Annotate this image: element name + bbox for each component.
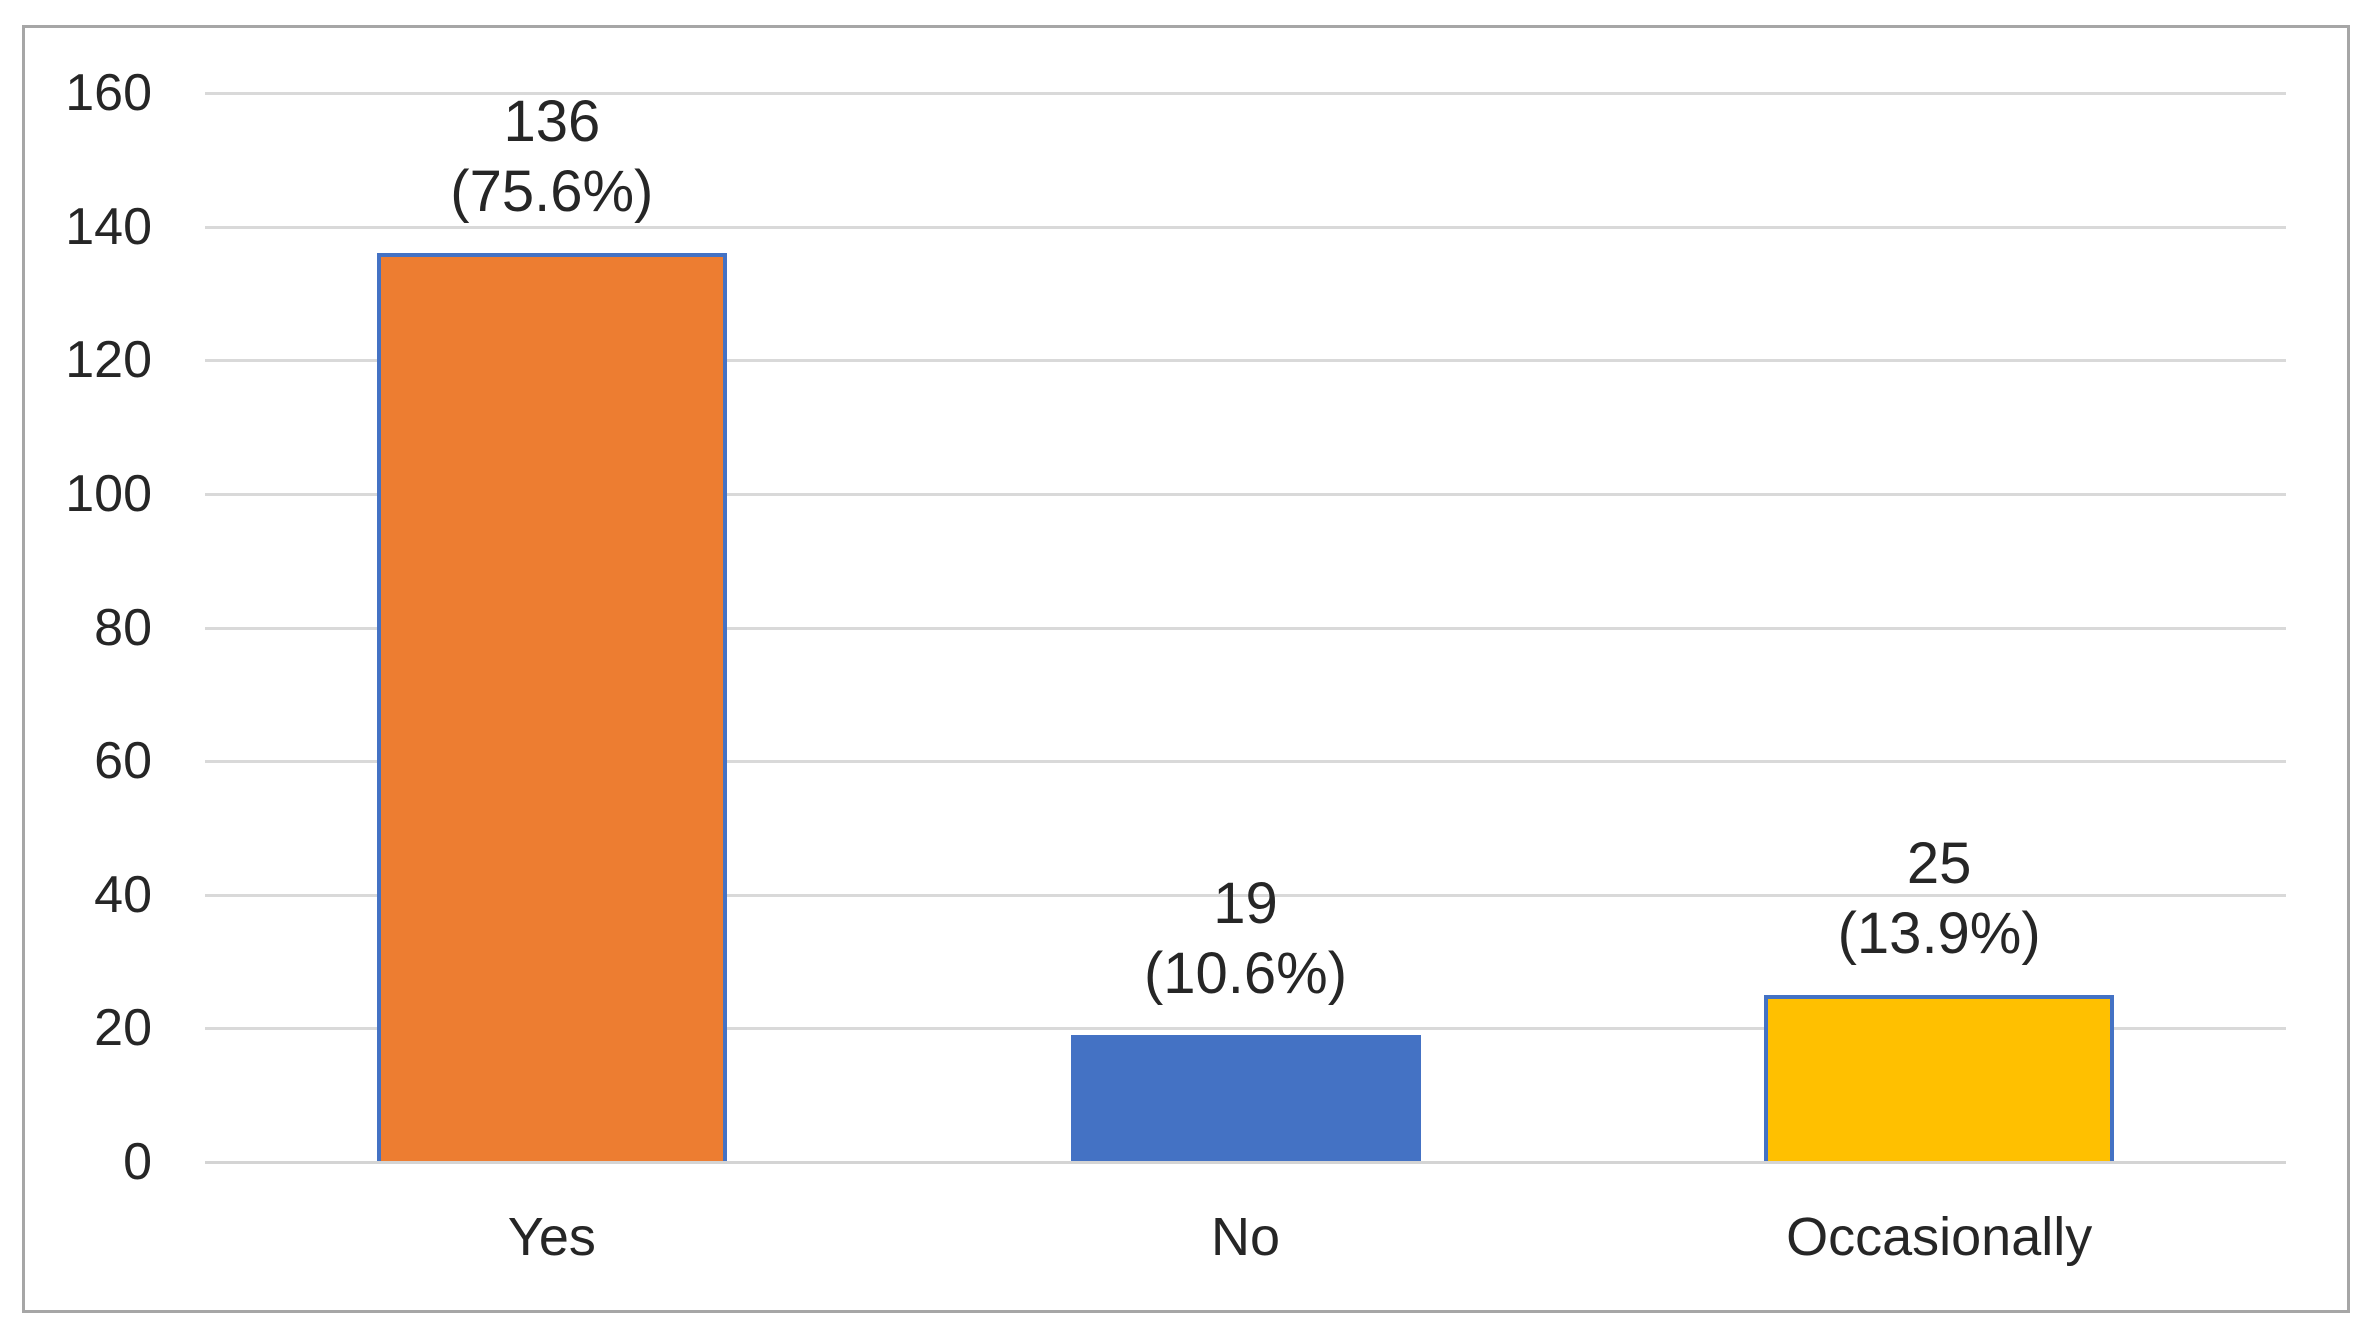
data-label-value: 25 bbox=[1906, 831, 1972, 896]
y-axis-tick-label-40: 40 bbox=[94, 865, 152, 924]
x-axis-category-label-no: No bbox=[1210, 1207, 1281, 1267]
bar-yes bbox=[376, 253, 727, 1162]
data-label-no: 19 (10.6%) bbox=[946, 869, 1546, 1009]
y-gridline-100 bbox=[205, 492, 2286, 496]
data-label-value: 136 bbox=[503, 89, 601, 154]
x-axis-category-label-occasionally: Occasionally bbox=[1786, 1207, 2093, 1267]
y-gridline-60 bbox=[205, 760, 2286, 764]
data-label-percent: (13.9%) bbox=[1837, 901, 2041, 966]
x-axis-line bbox=[205, 1161, 2286, 1164]
y-gridline-120 bbox=[205, 359, 2286, 363]
data-label-yes: 136 (75.6%) bbox=[252, 87, 852, 227]
y-gridline-140 bbox=[205, 225, 2286, 229]
y-axis-tick-label-100: 100 bbox=[65, 464, 152, 523]
y-gridline-160 bbox=[205, 92, 2286, 95]
x-axis-category-label-yes: Yes bbox=[507, 1207, 596, 1267]
y-gridline-80 bbox=[205, 626, 2286, 630]
y-axis-tick-label-60: 60 bbox=[94, 732, 152, 791]
chart-frame bbox=[22, 25, 2350, 1313]
y-axis-tick-label-0: 0 bbox=[123, 1133, 152, 1191]
y-axis-tick-label-140: 140 bbox=[65, 197, 152, 256]
y-axis-tick-label-120: 120 bbox=[65, 331, 152, 390]
y-axis-tick-label-80: 80 bbox=[94, 598, 152, 657]
data-label-percent: (75.6%) bbox=[450, 159, 654, 224]
data-label-percent: (10.6%) bbox=[1143, 941, 1348, 1006]
y-axis-tick-label-20: 20 bbox=[94, 999, 152, 1058]
bar-occasionally bbox=[1764, 995, 2115, 1162]
y-gridline-40 bbox=[205, 893, 2286, 897]
y-axis-tick-label-160: 160 bbox=[65, 64, 152, 122]
data-label-value: 19 bbox=[1213, 871, 1278, 936]
data-label-occasionally: 25 (13.9%) bbox=[1639, 829, 2239, 969]
bar-no bbox=[1070, 1035, 1421, 1162]
y-gridline-20 bbox=[205, 1027, 2286, 1031]
